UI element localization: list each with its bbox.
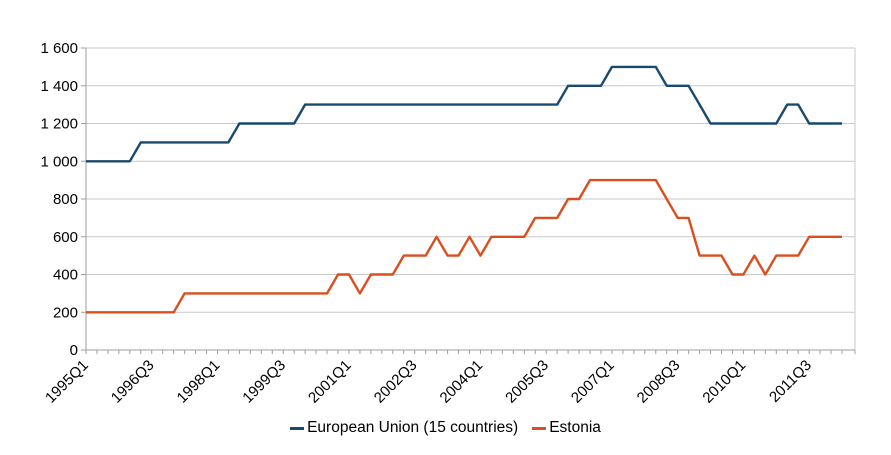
x-axis-label-2002Q3: 2002Q3: [371, 357, 421, 407]
series-line-european-union-15-countries: [86, 65, 842, 163]
x-axis-label-1998Q1: 1998Q1: [174, 357, 224, 407]
series-line-estonia: [86, 178, 842, 314]
y-axis-label-1200: 1 200: [40, 116, 78, 133]
y-axis-label-400: 400: [53, 267, 78, 284]
x-axis-label-2008Q3: 2008Q3: [634, 357, 684, 407]
y-axis-label-0: 0: [70, 342, 78, 359]
x-axis-label-2010Q1: 2010Q1: [699, 357, 749, 407]
x-axis-label-2001Q1: 2001Q1: [305, 357, 355, 407]
legend-label-european-union: European Union (15 countries): [307, 419, 519, 436]
y-axis-label-1000: 1 000: [40, 153, 78, 170]
x-axis-label-1996Q3: 1996Q3: [108, 357, 158, 407]
y-axis-label-800: 800: [53, 191, 78, 208]
x-axis-label-1995Q1: 1995Q1: [42, 357, 92, 407]
y-axis-label-1400: 1 400: [40, 78, 78, 95]
chart-canvas: 0 200 400 600 800 1 000 1 200 1 400 1 600 1995Q1 1…: [40, 40, 856, 407]
x-axis-label-2011Q3: 2011Q3: [766, 357, 815, 406]
x-axis-label-1999Q3: 1999Q3: [239, 357, 289, 407]
x-axis-label-2005Q3: 2005Q3: [502, 357, 552, 407]
x-axis-label-2004Q1: 2004Q1: [437, 357, 487, 407]
y-axis-label-1600: 1 600: [40, 40, 78, 57]
legend-marker-estonia: [532, 426, 547, 430]
legend-label-estonia: Estonia: [549, 419, 601, 436]
y-axis-label-600: 600: [53, 229, 78, 246]
legend-item-european-union: European Union (15 countries): [290, 419, 518, 437]
legend-item-estonia: Estonia: [532, 419, 601, 437]
x-axis-label-2007Q1: 2007Q1: [568, 357, 618, 407]
y-axis-label-200: 200: [53, 304, 78, 321]
legend-marker-european-union: [290, 426, 305, 430]
chart-legend: European Union (15 countries) Estonia: [0, 419, 891, 437]
